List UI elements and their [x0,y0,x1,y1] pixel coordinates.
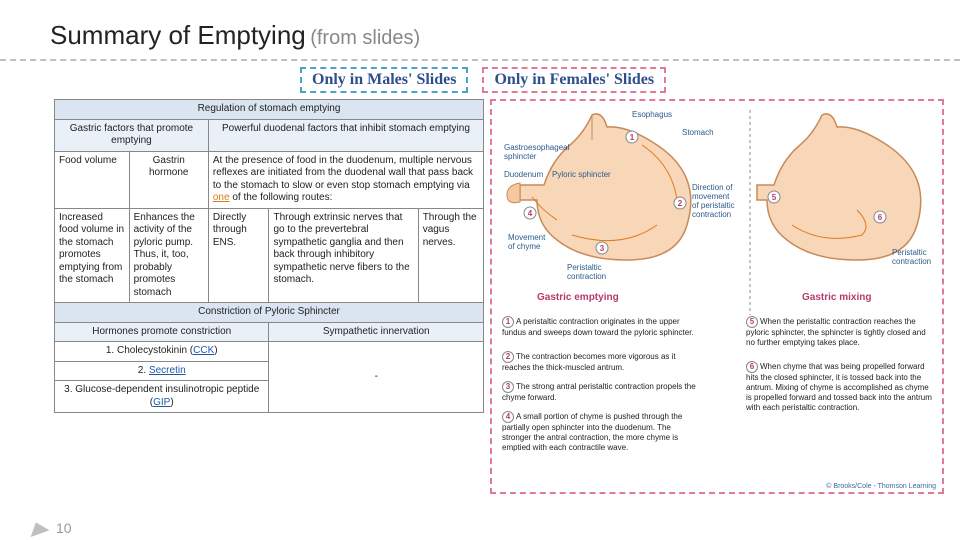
page-number: 10 [56,520,72,536]
title-area: Summary of Emptying (from slides) [0,0,960,61]
hdr-constriction: Constriction of Pyloric Sphincter [55,303,484,323]
svg-text:4: 4 [528,209,533,218]
hdr-regulation: Regulation of stomach emptying [55,100,484,120]
cell-cck: 1. Cholecystokinin (CCK) [55,342,269,362]
note-4-text: A small portion of chyme is pushed throu… [502,412,682,452]
h1-tail: ) [214,345,217,356]
presence-link: one [213,192,230,203]
svg-text:3: 3 [600,244,605,253]
svg-text:2: 2 [678,199,683,208]
svg-text:5: 5 [772,193,777,202]
cell-food-volume: Food volume [55,151,130,208]
cell-increased: Increased food volume in the stomach pro… [55,208,130,303]
h3-link: GIP [153,397,170,408]
lbl-duodenum: Duodenum [504,170,543,179]
note-1: 1A peristaltic contraction originates in… [502,316,702,338]
cell-gastrin: Gastrin hormone [129,151,208,208]
note-3: 3The strong antral peristaltic contracti… [502,381,702,403]
page-subtitle: (from slides) [310,27,420,49]
h2-link: Secretin [149,365,186,376]
page-title: Summary of Emptying [50,20,306,50]
cell-gip: 3. Glucose-dependent insulinotropic pept… [55,381,269,413]
hdr-sympathetic: Sympathetic innervation [269,322,484,342]
regulation-table: Regulation of stomach emptying Gastric f… [54,99,484,494]
note-6-text: When chyme that was being propelled forw… [746,362,932,412]
cell-directly: Directly through ENS. [208,208,269,303]
lbl-pyloric: Pyloric sphincter [552,170,611,179]
lbl-movement: Movementof chyme [508,233,546,251]
note-1-text: A peristaltic contraction originates in … [502,317,694,337]
h1-pre: 1. Cholecystokinin ( [106,345,193,356]
note-2-text: The contraction becomes more vigorous as… [502,352,676,372]
legend-row: Only in Males' Slides Only in Females' S… [300,67,960,93]
hdr-hormones: Hormones promote constriction [55,322,269,342]
hdr-gastric: Gastric factors that promote emptying [55,119,209,151]
note-5: 5When the peristaltic contraction reache… [746,316,936,348]
hdr-duodenal: Powerful duodenal factors that inhibit s… [208,119,483,151]
note-6: 6When chyme that was being propelled for… [746,361,936,413]
presence-tail: of the following routes: [230,192,333,203]
lbl-peristaltic-l: Peristalticcontraction [567,263,606,281]
lbl-peristaltic-r: Peristalticcontraction [892,248,931,266]
presence-text: At the presence of food in the duodenum,… [213,155,473,191]
h3-tail: ) [170,397,173,408]
note-4: 4A small portion of chyme is pushed thro… [502,411,702,453]
stomach-diagram: 1 2 3 4 Esophagus Stomach Gastroesophage… [490,99,944,494]
stomach-svg: 1 2 3 4 Esophagus Stomach Gastroesophage… [502,105,942,315]
lbl-gastric-mix: Gastric mixing [802,292,871,303]
note-5-text: When the peristaltic contraction reaches… [746,317,926,347]
cell-secretin: 2. Secretin [55,361,269,381]
svg-text:1: 1 [630,133,635,142]
lbl-esophagus: Esophagus [632,110,672,119]
h2-pre: 2. [138,365,149,376]
cell-presence: At the presence of food in the duodenum,… [208,151,483,208]
cell-vagus: Through the vagus nerves. [418,208,483,303]
lbl-gastric-empty: Gastric emptying [537,292,619,303]
corner-marker-icon [27,519,50,537]
duodenum-left [507,183,520,203]
lbl-direction: Direction ofmovementof peristalticcontra… [692,183,735,219]
copyright: © Brooks/Cole - Thomson Learning [826,483,936,490]
lbl-stomach: Stomach [682,128,714,137]
svg-text:6: 6 [878,213,883,222]
cell-extrinsic: Through extrinsic nerves that go to the … [269,208,418,303]
legend-males: Only in Males' Slides [300,67,468,93]
cell-dash: - [269,342,484,413]
note-3-text: The strong antral peristaltic contractio… [502,382,696,402]
note-2: 2The contraction becomes more vigorous a… [502,351,702,373]
content-row: Regulation of stomach emptying Gastric f… [0,99,960,494]
h1-link: CCK [193,345,214,356]
stomach-left-shape [520,114,691,260]
legend-females: Only in Females' Slides [482,67,666,93]
cell-enhances: Enhances the activity of the pyloric pum… [129,208,208,303]
